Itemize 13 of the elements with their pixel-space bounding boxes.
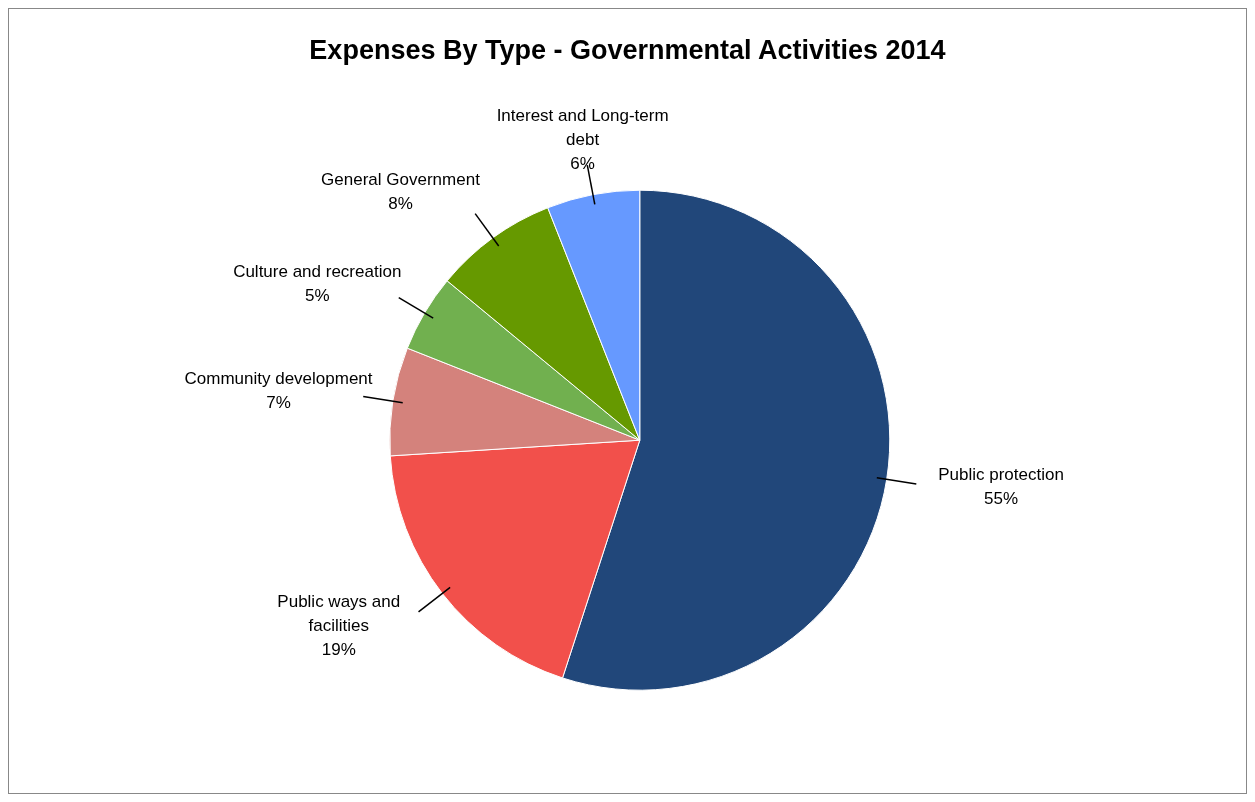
- slice-label: Community development: [184, 369, 373, 389]
- slice-label: Public protection: [938, 465, 1064, 485]
- data-label: 5%: [304, 286, 330, 306]
- data-label: 55%: [984, 489, 1019, 509]
- chart-title: Expenses By Type - Governmental Activities 2014: [308, 35, 947, 66]
- slice-label: Interest and Long-term debt: [496, 106, 669, 150]
- slice-label: Public ways and facilities: [277, 592, 401, 636]
- data-label: 19%: [321, 640, 356, 660]
- data-label: 8%: [388, 194, 413, 214]
- slice-label: General Government: [321, 170, 481, 190]
- data-label: 7%: [266, 393, 291, 413]
- slice-label: Culture and recreation: [233, 262, 402, 282]
- data-label: 6%: [570, 154, 595, 174]
